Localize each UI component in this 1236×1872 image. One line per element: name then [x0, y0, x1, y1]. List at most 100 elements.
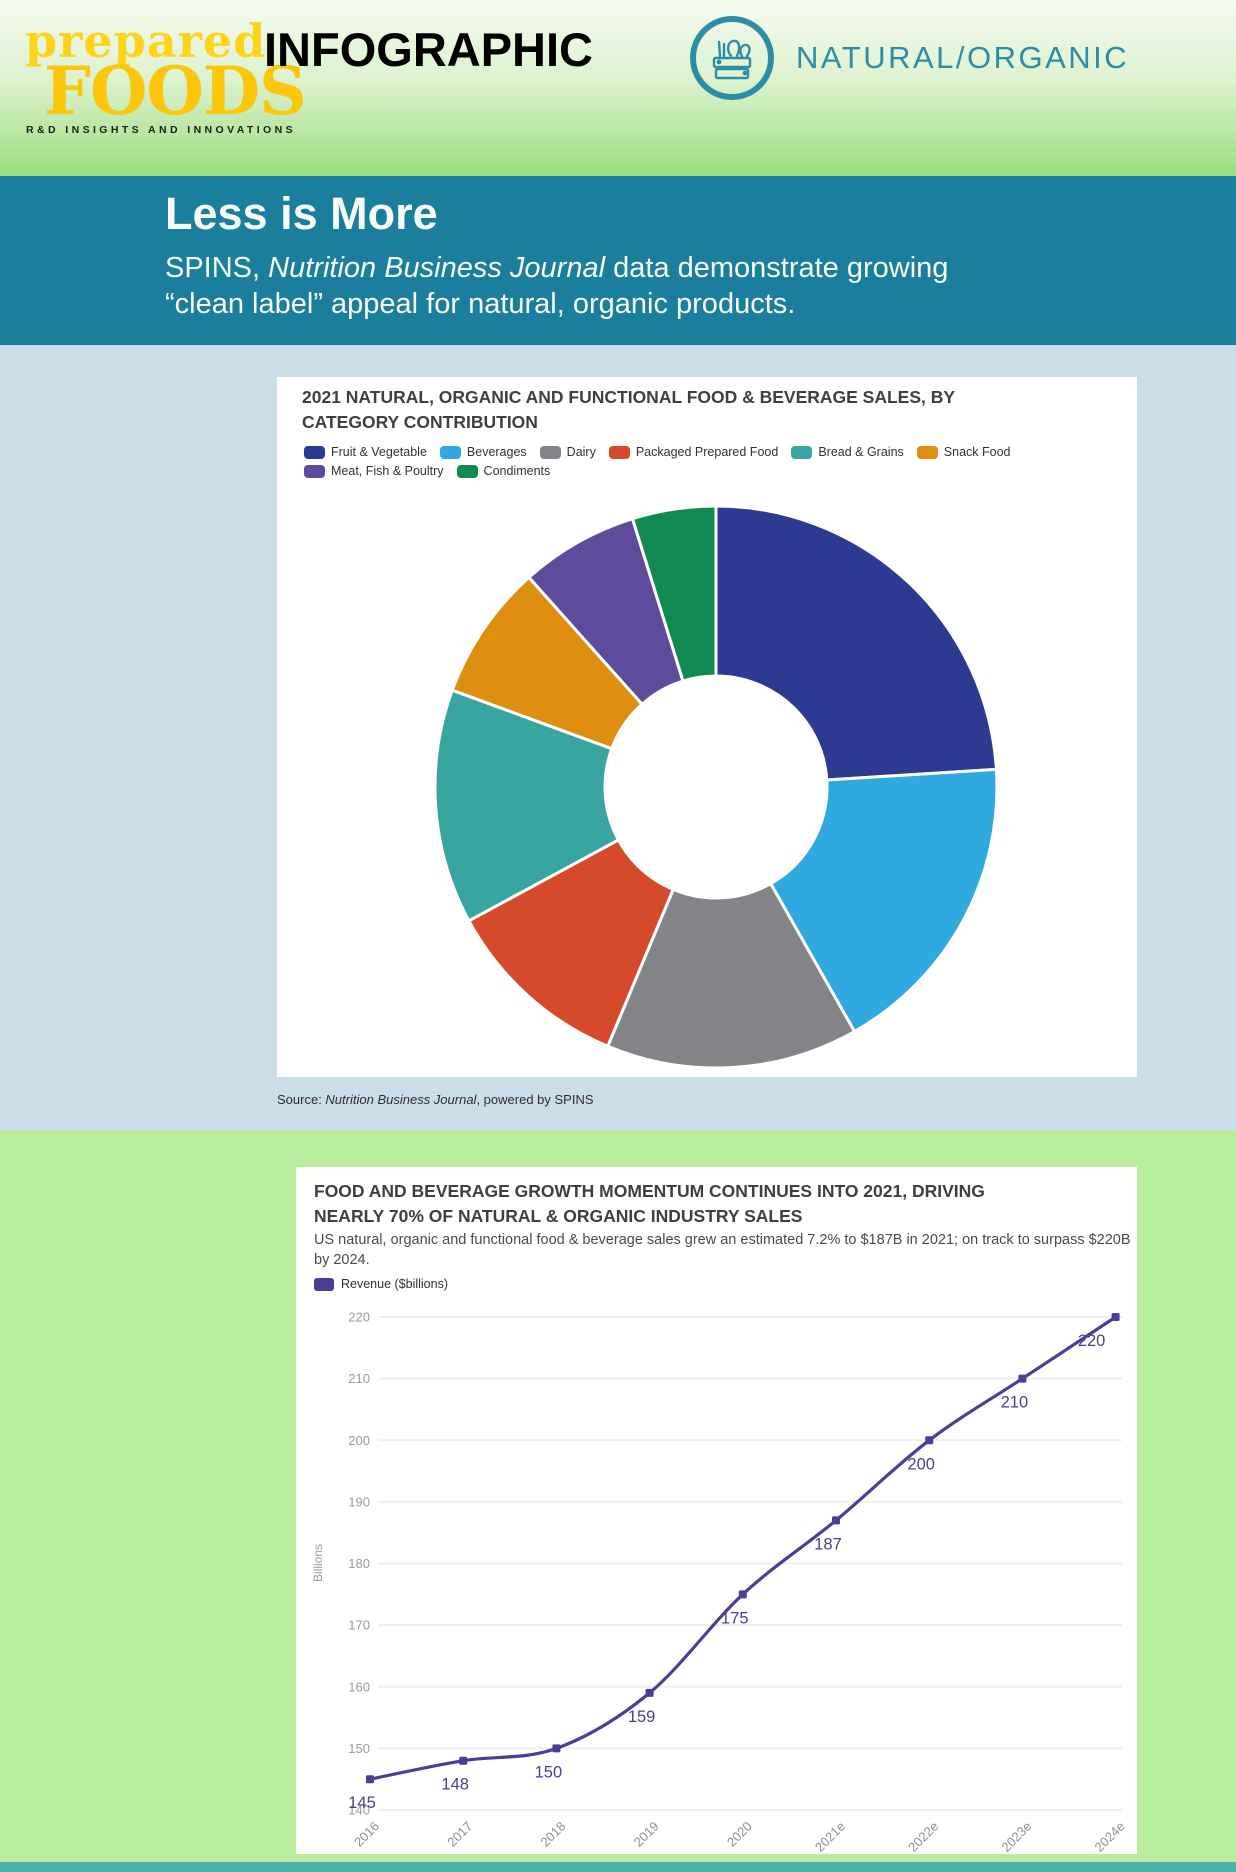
page-subtitle: SPINS, Nutrition Business Journal data d…: [165, 250, 965, 322]
data-label-2021e: 187: [814, 1535, 842, 1553]
legend-swatch-dairy: [539, 445, 561, 459]
legend-swatch-fruit-vegetable: [304, 445, 325, 459]
y-tick-140: 140: [348, 1803, 370, 1818]
revenue-legend-swatch: [314, 1277, 334, 1291]
x-tick-2017: 2017: [444, 1819, 475, 1850]
pie-chart-legend: Fruit & Vegetable Beverages Dairy Packaged …: [304, 445, 1119, 478]
x-tick-2018: 2018: [537, 1819, 568, 1850]
legend-item-fruit-vegetable: Fruit & Vegetable: [304, 445, 427, 459]
footer-strip: [0, 1862, 1236, 1872]
source-post: , powered by SPINS: [476, 1092, 594, 1107]
badge-natural-organic: NATURAL/ORGANIC: [796, 40, 1130, 75]
legend-swatch-beverages: [439, 445, 461, 459]
donut-segment-fruit-vegetable: [714, 504, 998, 782]
revenue-line: [369, 1315, 1117, 1781]
y-tick-190: 190: [348, 1494, 370, 1509]
data-label-2024e: 220: [1078, 1332, 1106, 1350]
y-tick-150: 150: [348, 1741, 370, 1756]
x-tick-2016: 2016: [351, 1819, 382, 1850]
line-point-2017: [459, 1756, 468, 1765]
logo-prepared: prepared: [25, 14, 267, 68]
line-point-2018: [552, 1744, 561, 1753]
pie-chart-section: 2021 NATURAL, ORGANIC AND FUNCTIONAL FOO…: [0, 345, 1236, 1130]
line-chart-card: FOOD AND BEVERAGE GROWTH MOMENTUM CONTIN…: [296, 1167, 1137, 1854]
y-tick-160: 160: [348, 1679, 370, 1694]
donut-segment-condiments: [631, 504, 718, 683]
page-title: Less is More: [165, 188, 438, 239]
donut-segment-dairy: [606, 882, 856, 1070]
legend-label-meat-fish-poultry: Meat, Fish & Poultry: [331, 464, 444, 478]
line-point-2024e: [1111, 1313, 1120, 1321]
line-chart-title: FOOD AND BEVERAGE GROWTH MOMENTUM CONTIN…: [314, 1179, 1126, 1230]
donut-segment-beverages: [769, 767, 999, 1033]
legend-label-condiments: Condiments: [483, 464, 551, 478]
line-point-2022e: [925, 1436, 934, 1445]
produce-crate-icon: [690, 16, 774, 100]
line-point-2019: [645, 1688, 654, 1697]
data-label-2020: 175: [721, 1609, 749, 1627]
x-tick-2021e: 2021e: [812, 1819, 848, 1854]
logo-tagline: R&D INSIGHTS AND INNOVATIONS: [26, 124, 297, 136]
pie-chart-title: 2021 NATURAL, ORGANIC AND FUNCTIONAL FOO…: [302, 387, 955, 432]
legend-label-snack-food: Snack Food: [943, 445, 1011, 459]
data-label-2023e: 210: [1001, 1394, 1029, 1412]
legend-item-bread-grains: Bread & Grains: [791, 445, 904, 459]
legend-swatch-packaged-prepared-food: [608, 445, 630, 459]
page-header: prepared FOODS R&D INSIGHTS AND INNOVATI…: [0, 0, 1236, 176]
data-label-2018: 150: [535, 1763, 563, 1781]
x-tick-2019: 2019: [631, 1819, 662, 1850]
y-tick-180: 180: [348, 1556, 370, 1571]
x-tick-2024e: 2024e: [1092, 1819, 1128, 1854]
y-tick-200: 200: [348, 1433, 370, 1448]
page-subtitle-pre: SPINS,: [165, 252, 269, 284]
data-label-2019: 159: [628, 1708, 656, 1726]
line-chart-title-line2: NEARLY 70% OF NATURAL & ORGANIC INDUSTRY…: [314, 1206, 803, 1227]
line-chart-subtitle: US natural, organic and functional food …: [314, 1232, 1131, 1268]
line-point-2023e: [1018, 1374, 1027, 1383]
source-journal: Nutrition Business Journal: [325, 1092, 477, 1107]
donut-segment-bread-grains: [433, 688, 620, 923]
legend-item-packaged-prepared-food: Packaged Prepared Food: [608, 445, 779, 459]
line-chart-title-line1: FOOD AND BEVERAGE GROWTH MOMENTUM CONTIN…: [314, 1181, 985, 1201]
title-banner: Less is More SPINS, Nutrition Business J…: [0, 176, 1236, 345]
y-tick-170: 170: [348, 1618, 370, 1633]
line-chart: 140 150 160 170 180 190 200 210 220 Billions 145 20…: [311, 1310, 1128, 1855]
page-subtitle-post: data demonstrate growing “clean label” a…: [165, 252, 949, 320]
line-chart-legend: Revenue ($billions): [314, 1277, 448, 1291]
legend-item-condiments: Condiments: [456, 464, 551, 478]
legend-swatch-snack-food: [916, 445, 938, 459]
infographic-label: INFOGRAPHIC: [264, 23, 593, 76]
legend-item-snack-food: Snack Food: [916, 445, 1011, 459]
y-axis-title: Billions: [311, 1544, 325, 1582]
legend-item-meat-fish-poultry: Meat, Fish & Poultry: [304, 464, 444, 478]
legend-swatch-meat-fish-poultry: [304, 464, 325, 478]
legend-swatch-condiments: [456, 464, 478, 478]
source-pre: Source:: [277, 1092, 326, 1107]
line-point-2016: [366, 1775, 374, 1784]
x-tick-2023e: 2023e: [998, 1819, 1034, 1854]
donut-chart: [433, 504, 999, 1070]
line-chart-section: FOOD AND BEVERAGE GROWTH MOMENTUM CONTIN…: [0, 1130, 1236, 1862]
line-point-2021e: [832, 1516, 840, 1525]
data-label-2017: 148: [441, 1776, 469, 1794]
logo-foods: FOODS: [44, 52, 307, 130]
legend-item-beverages: Beverages: [439, 445, 527, 459]
source-attribution: Source: Nutrition Business Journal, powe…: [277, 1092, 594, 1107]
legend-label-dairy: Dairy: [566, 445, 596, 459]
page-subtitle-journal: Nutrition Business Journal: [268, 252, 606, 284]
legend-swatch-bread-grains: [791, 445, 813, 459]
y-tick-210: 210: [348, 1371, 370, 1386]
legend-label-beverages: Beverages: [466, 445, 527, 459]
legend-item-dairy: Dairy: [539, 445, 596, 459]
line-point-2020: [738, 1590, 747, 1599]
x-tick-2022e: 2022e: [905, 1819, 941, 1854]
legend-label-fruit-vegetable: Fruit & Vegetable: [331, 445, 427, 459]
legend-label-bread-grains: Bread & Grains: [818, 445, 904, 459]
revenue-legend-label: Revenue ($billions): [341, 1277, 449, 1291]
x-tick-2020: 2020: [724, 1819, 755, 1850]
pie-chart-card: 2021 NATURAL, ORGANIC AND FUNCTIONAL FOO…: [277, 377, 1137, 1077]
legend-label-packaged-prepared-food: Packaged Prepared Food: [635, 445, 779, 459]
donut-segment-packaged-prepared-food: [467, 838, 675, 1048]
data-label-2016: 145: [348, 1794, 376, 1812]
y-tick-220: 220: [348, 1310, 370, 1325]
